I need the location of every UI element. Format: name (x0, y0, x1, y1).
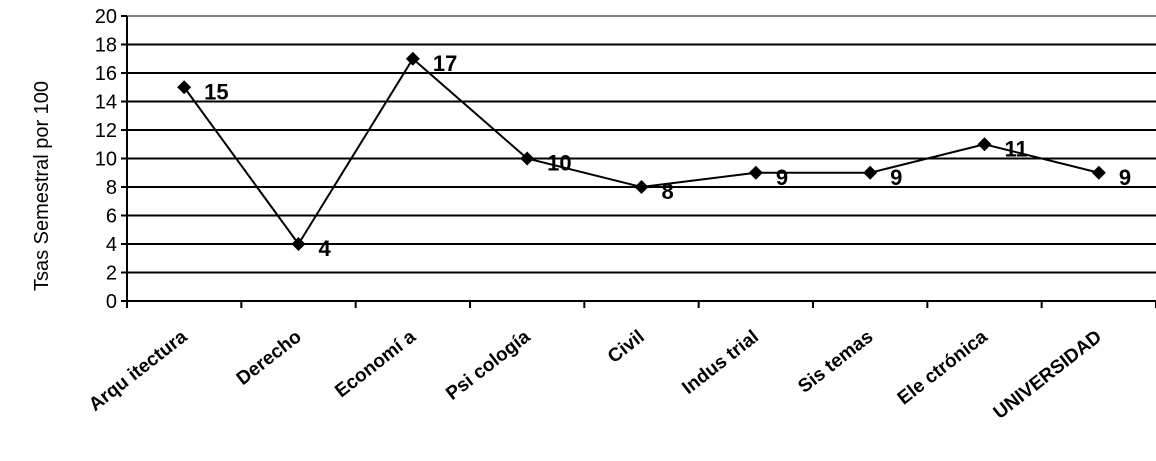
y-tick-label: 4 (106, 234, 117, 256)
data-point-marker (405, 51, 420, 66)
x-tick-label: Psi cología (442, 326, 534, 405)
data-labels: 15 4 17 10 8 9 9 11 9 (204, 51, 1131, 261)
data-markers (177, 51, 1106, 251)
x-tick-label: Indus trial (678, 326, 762, 398)
y-tick-label: 0 (106, 291, 117, 313)
y-tick-label: 14 (95, 92, 117, 114)
y-tick-label: 18 (95, 35, 117, 57)
gridlines (127, 15, 1156, 302)
data-label: 9 (776, 165, 788, 190)
data-point-marker (1091, 165, 1106, 180)
data-label: 15 (204, 79, 228, 104)
x-tick-labels: Arqu itectura Derecho Economí a Psi cología… (85, 326, 1106, 423)
data-label: 8 (662, 179, 674, 204)
x-tick-label: Ele ctrónica (894, 326, 992, 409)
data-point-marker (748, 165, 763, 180)
y-tick-label: 20 (95, 6, 117, 28)
axes (121, 15, 1156, 308)
data-point-marker (977, 137, 992, 152)
y-tick-label: 16 (95, 63, 117, 85)
data-point-marker (634, 180, 649, 194)
data-point-marker (291, 237, 306, 251)
y-axis-label: Tsas Semestral por 100 (31, 81, 53, 291)
y-tick-label: 8 (106, 177, 117, 199)
data-label: 10 (547, 151, 571, 176)
y-tick-label: 2 (106, 263, 117, 285)
data-label: 17 (433, 51, 457, 76)
x-tick-label: Arqu itectura (85, 326, 191, 416)
y-tick-label: 10 (95, 149, 117, 171)
y-tick-label: 12 (95, 120, 117, 142)
y-tick-label: 6 (106, 206, 117, 228)
x-tick-label: Derecho (233, 326, 306, 389)
data-label: 9 (890, 165, 902, 190)
x-tick-label: UNIVERSIDAD (990, 326, 1106, 423)
data-point-marker (177, 80, 192, 95)
data-point-marker (520, 151, 535, 166)
data-label: 11 (1005, 136, 1028, 161)
data-label: 4 (319, 236, 332, 261)
x-tick-label: Civil (604, 326, 649, 367)
y-tick-labels: 0 2 4 6 8 10 12 14 16 18 20 (95, 6, 117, 313)
x-tick-label: Economí a (331, 326, 420, 402)
x-tick-label: Sis temas (794, 326, 877, 397)
data-label: 9 (1119, 165, 1131, 190)
data-point-marker (863, 165, 878, 180)
